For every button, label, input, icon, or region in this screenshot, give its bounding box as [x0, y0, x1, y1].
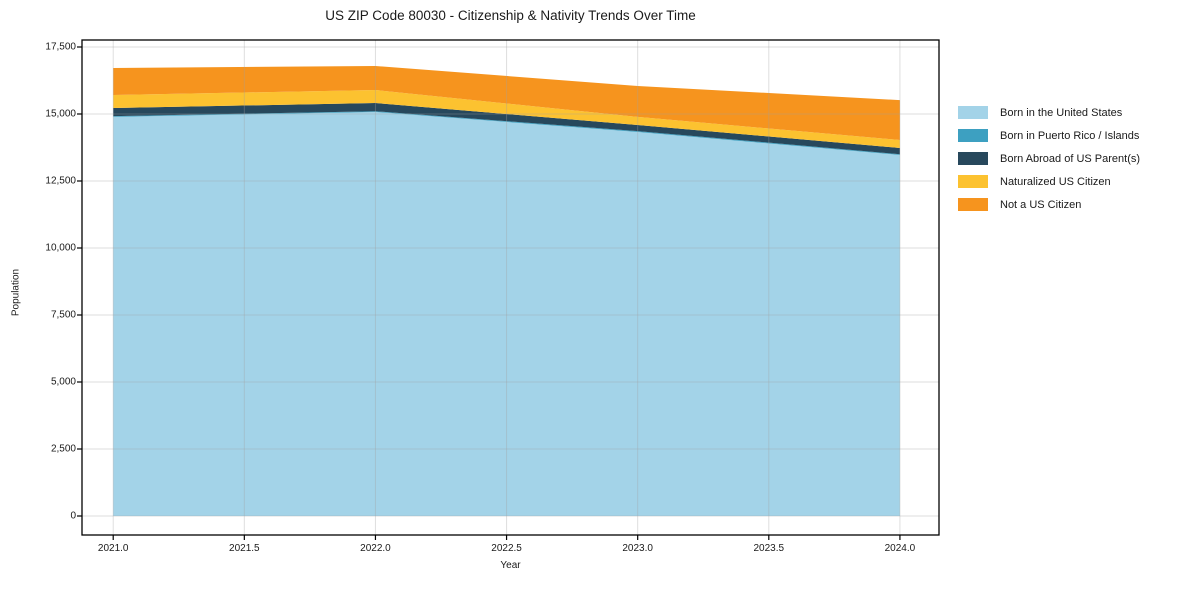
x-tick-label: 2023.0 [622, 543, 653, 554]
axis-tick-marks [77, 46, 901, 540]
legend-item: Born in Puerto Rico / Islands [958, 124, 1140, 147]
legend-label: Not a US Citizen [1000, 198, 1082, 211]
axis-spines [81, 39, 940, 536]
y-tick-label: 10,000 [45, 242, 76, 254]
legend-label: Naturalized US Citizen [1000, 175, 1111, 188]
legend-label: Born in the United States [1000, 106, 1123, 119]
legend-item: Naturalized US Citizen [958, 170, 1140, 193]
gridlines [82, 40, 939, 535]
legend-label: Born Abroad of US Parent(s) [1000, 152, 1141, 165]
x-tick-label: 2022.5 [491, 543, 522, 554]
legend-swatch [958, 106, 988, 119]
area-series-3 [113, 90, 900, 148]
area-series-4 [113, 66, 900, 140]
x-axis-label: Year [500, 560, 521, 571]
area-layers [113, 66, 900, 516]
x-tick-label: 2024.0 [884, 543, 916, 554]
y-tick-label: 12,500 [45, 175, 76, 187]
legend-item: Not a US Citizen [958, 193, 1140, 216]
y-tick-label: 2,500 [50, 443, 76, 455]
x-tick-label: 2021.5 [229, 543, 260, 554]
y-tick-label: 0 [70, 510, 76, 522]
legend-label: Born in Puerto Rico / Islands [1000, 129, 1140, 142]
area-series-0 [113, 112, 900, 516]
legend-item: Born Abroad of US Parent(s) [958, 147, 1140, 170]
y-tick-label: 5,000 [50, 376, 76, 388]
y-axis-label: Population [10, 268, 22, 317]
legend-swatch [958, 129, 988, 142]
legend-swatch [958, 152, 988, 165]
chart-title: US ZIP Code 80030 - Citizenship & Nativi… [325, 8, 696, 23]
y-tick-label: 7,500 [50, 309, 76, 321]
area-series-2 [113, 103, 900, 155]
legend-swatch [958, 175, 988, 188]
plot-border [81, 39, 940, 536]
y-tick-label: 15,000 [45, 108, 76, 120]
legend-swatch [958, 198, 988, 211]
x-tick-label: 2021.0 [97, 543, 129, 554]
x-tick-label: 2023.5 [753, 543, 785, 554]
x-tick-label: 2022.0 [360, 543, 391, 554]
legend: Born in the United States Born in Puerto … [958, 101, 1140, 216]
legend-item: Born in the United States [958, 101, 1140, 124]
y-tick-label: 17,500 [45, 41, 76, 53]
